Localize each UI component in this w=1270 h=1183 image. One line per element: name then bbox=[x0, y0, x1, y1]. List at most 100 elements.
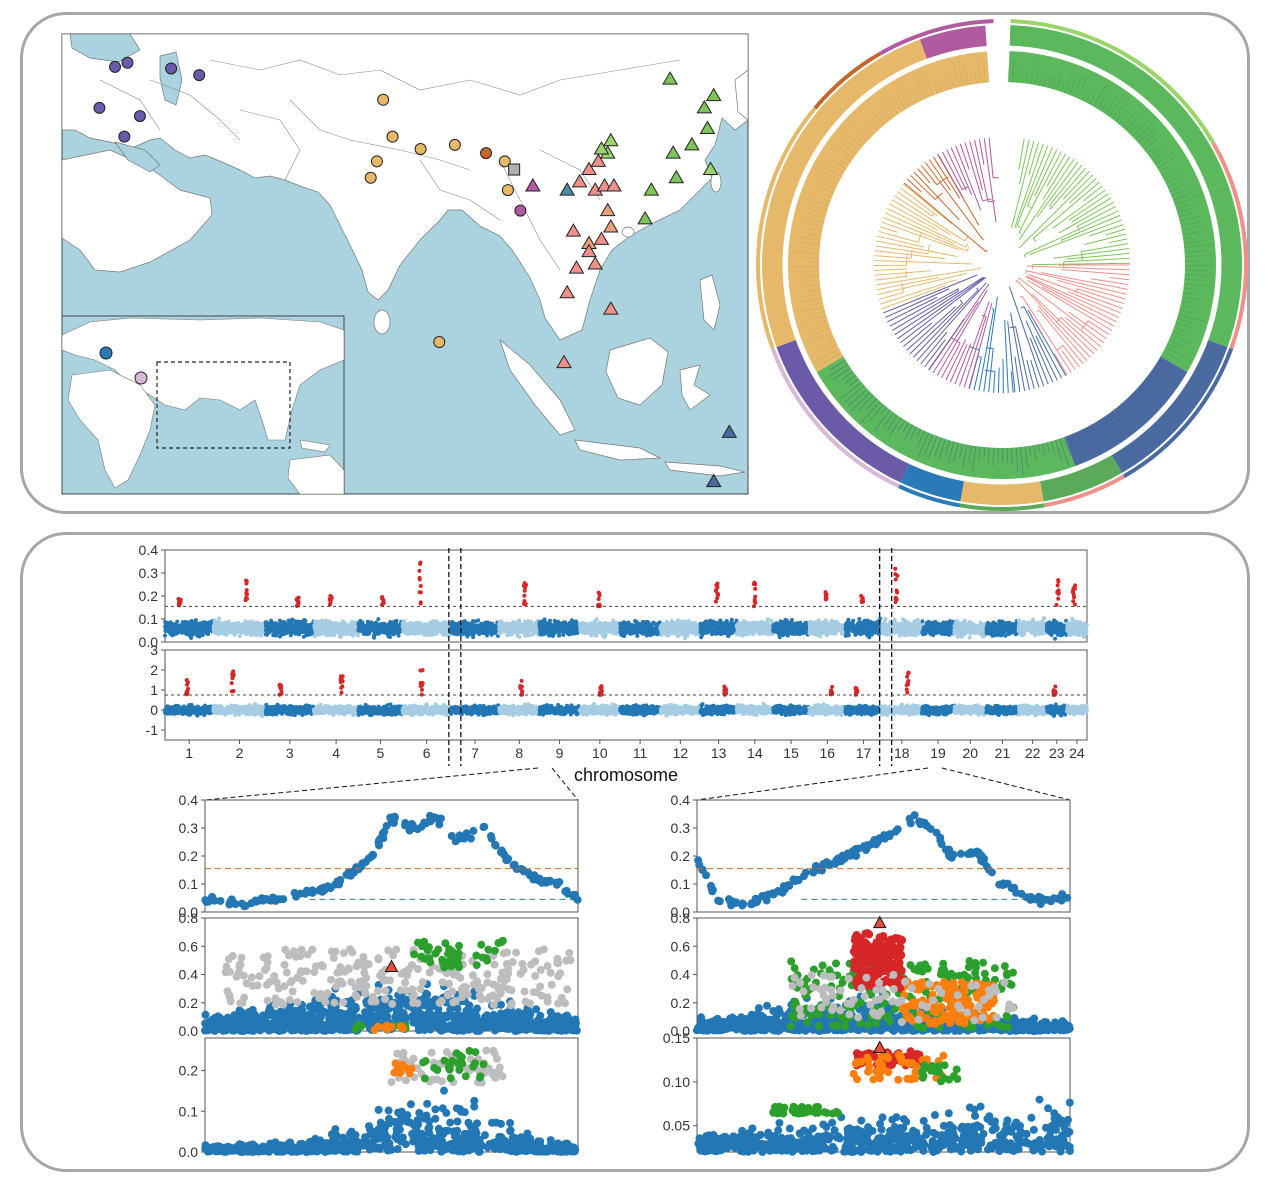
tree-admix-bar bbox=[1164, 346, 1188, 359]
tree-admix-bar bbox=[809, 331, 833, 342]
genome-point bbox=[402, 623, 407, 628]
tree-branch bbox=[877, 235, 925, 248]
tree-gap bbox=[996, 15, 1008, 85]
tree-admix-bar bbox=[878, 110, 889, 124]
tree-admix-bar bbox=[1179, 220, 1201, 227]
persian-gulf bbox=[114, 141, 161, 173]
genome-point bbox=[512, 627, 517, 632]
tree-branch bbox=[879, 226, 898, 233]
tree-admix-bar bbox=[1170, 185, 1197, 197]
tree-admix-bar bbox=[1162, 350, 1179, 361]
tree-admix-bar bbox=[848, 377, 860, 387]
genome-point bbox=[386, 624, 391, 629]
tree-admix-bar bbox=[1037, 443, 1040, 452]
tree-branch bbox=[881, 285, 946, 310]
tree-branch bbox=[1038, 309, 1084, 365]
tree-branch bbox=[1042, 156, 1071, 200]
tree-branch bbox=[876, 277, 939, 291]
tree-admix-bar bbox=[1140, 132, 1158, 148]
tree-admix-bar bbox=[1095, 420, 1109, 443]
tree-admix-bar bbox=[1145, 376, 1156, 385]
tree-admix-bar bbox=[1158, 166, 1169, 173]
map-sample-triangle-29 bbox=[571, 173, 588, 188]
tree-admix-bar bbox=[806, 212, 827, 219]
tree-outer-ring-5 bbox=[959, 503, 1045, 511]
tree-branch bbox=[1018, 151, 1062, 233]
genome-point bbox=[682, 636, 687, 641]
tree-node-arc bbox=[1076, 226, 1080, 232]
genome-point bbox=[215, 631, 220, 636]
genome-point bbox=[383, 624, 388, 629]
genome-point bbox=[750, 628, 755, 633]
genome-point bbox=[729, 617, 734, 622]
genome-point bbox=[335, 622, 340, 627]
map-sample-triangle-47 bbox=[705, 87, 722, 102]
map-sample-circle-13 bbox=[480, 147, 493, 160]
caspian-sea bbox=[159, 51, 183, 106]
tree-admix-bar bbox=[1096, 92, 1108, 110]
tree-admix-bar bbox=[909, 425, 918, 440]
tree-branch bbox=[1004, 319, 1009, 393]
genome-point bbox=[779, 630, 784, 635]
genome-point bbox=[562, 620, 567, 625]
circular-phylogeny bbox=[755, 15, 1248, 511]
genome-point bbox=[248, 626, 253, 631]
tree-node-arc bbox=[982, 198, 992, 202]
genome-point bbox=[755, 620, 760, 625]
genome-point bbox=[736, 622, 741, 627]
tree-admix-bar bbox=[1183, 269, 1208, 272]
tree-branch bbox=[1053, 248, 1129, 259]
tree-admix-bar bbox=[819, 186, 835, 194]
tree-admix-bar bbox=[1046, 441, 1050, 454]
genome-point bbox=[650, 626, 655, 631]
genome-point bbox=[608, 623, 613, 628]
tree-admix-bar bbox=[805, 275, 821, 278]
tree-branch bbox=[903, 182, 987, 252]
tree-admix-bar bbox=[945, 439, 951, 454]
tree-admix-bar bbox=[1075, 431, 1087, 455]
genome-point bbox=[367, 628, 372, 633]
tree-admix-bar bbox=[900, 92, 911, 109]
genome-point bbox=[643, 624, 648, 629]
tree-branch bbox=[1058, 201, 1114, 234]
tree-admix-bar bbox=[1038, 76, 1042, 87]
tree-admix-bar bbox=[1134, 122, 1155, 141]
genome-point bbox=[555, 624, 560, 629]
genome-point bbox=[174, 628, 179, 633]
tree-admix-bar bbox=[1157, 358, 1173, 368]
tree-branch bbox=[875, 245, 928, 255]
tree-branch bbox=[1049, 164, 1083, 206]
tree-node-arc bbox=[1025, 270, 1027, 274]
genome-point bbox=[654, 626, 659, 631]
tree-branch bbox=[978, 308, 995, 391]
map-sample-triangle-46 bbox=[699, 120, 716, 134]
genome-point bbox=[659, 633, 664, 638]
genome-point bbox=[204, 621, 209, 626]
genome-point bbox=[724, 625, 729, 630]
tree-admix-bar bbox=[1153, 365, 1167, 376]
tree-branch bbox=[1052, 189, 1106, 229]
tree-branch bbox=[1027, 273, 1123, 309]
tree-admix-bar bbox=[1178, 215, 1203, 222]
tree-admix-bar bbox=[928, 434, 938, 459]
tree-admix-bar bbox=[937, 79, 943, 94]
genome-point bbox=[300, 628, 305, 633]
genome-point bbox=[277, 625, 282, 630]
tree-branch bbox=[932, 156, 961, 199]
tree-branch bbox=[913, 171, 960, 221]
map-sample-circle-10 bbox=[370, 155, 383, 168]
genome-point bbox=[814, 626, 819, 631]
tree-admix-bar bbox=[821, 351, 843, 364]
tree-branch bbox=[1067, 291, 1121, 314]
genome-point bbox=[634, 620, 639, 625]
tree-outer-ring-4 bbox=[1044, 474, 1125, 508]
tree-admix-bar bbox=[1127, 396, 1146, 416]
genome-point bbox=[330, 623, 335, 628]
tree-branch bbox=[1010, 312, 1026, 392]
tree-admix-bar bbox=[970, 75, 973, 86]
tree-branch bbox=[891, 290, 959, 331]
tree-admix-bar bbox=[924, 74, 935, 97]
genome-point bbox=[765, 622, 770, 627]
genome-point bbox=[783, 617, 788, 622]
tree-node-arc bbox=[1080, 320, 1089, 331]
